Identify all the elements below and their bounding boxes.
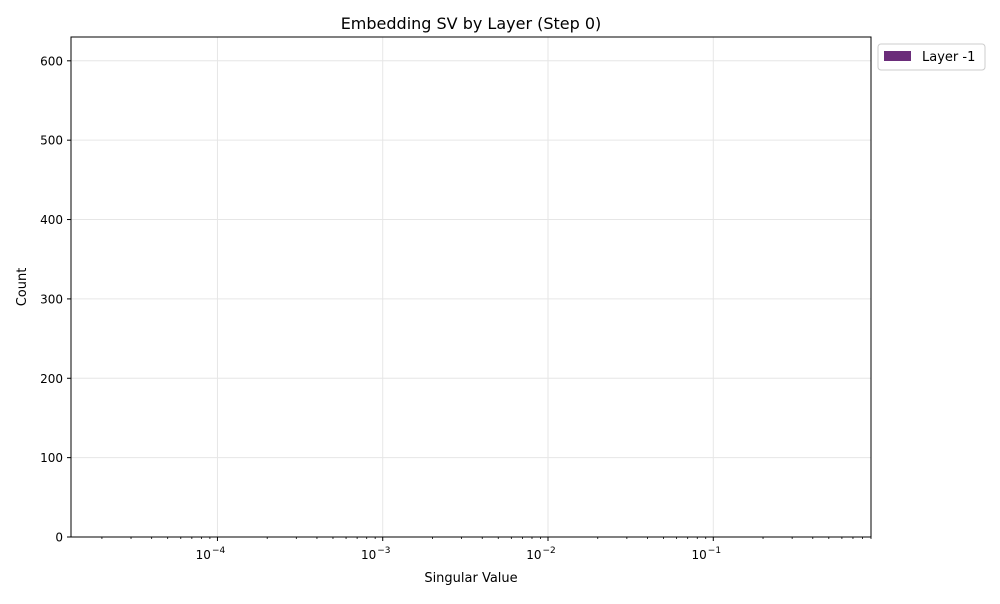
y-axis-ticks: 0 100 200 300 400 500 600 xyxy=(40,54,71,545)
legend: Layer -1 xyxy=(877,43,986,71)
x-axis-ticks: 10−4 10−3 10−2 10−1 xyxy=(101,537,872,562)
legend-label-layer-1: Layer -1 xyxy=(922,50,975,65)
x-tick-label: 10−3 xyxy=(361,546,391,562)
x-tick-label: 10−2 xyxy=(526,546,556,562)
chart-title: Embedding SV by Layer (Step 0) xyxy=(341,14,602,33)
grid-lines xyxy=(71,37,871,538)
y-axis-label: Count xyxy=(15,268,30,307)
y-tick-label: 200 xyxy=(40,372,63,386)
legend-frame xyxy=(877,43,986,71)
y-tick-label: 100 xyxy=(40,451,63,465)
y-tick-label: 0 xyxy=(55,531,63,545)
x-axis-label: Singular Value xyxy=(424,571,517,586)
y-tick-label: 400 xyxy=(40,213,63,227)
y-tick-label: 500 xyxy=(40,134,63,148)
y-tick-label: 300 xyxy=(40,292,63,306)
legend-swatch-layer-1 xyxy=(884,51,911,61)
x-tick-label: 10−1 xyxy=(692,546,722,562)
x-tick-label: 10−4 xyxy=(196,546,226,562)
y-tick-label: 600 xyxy=(40,54,63,68)
plot-frame xyxy=(70,36,872,538)
